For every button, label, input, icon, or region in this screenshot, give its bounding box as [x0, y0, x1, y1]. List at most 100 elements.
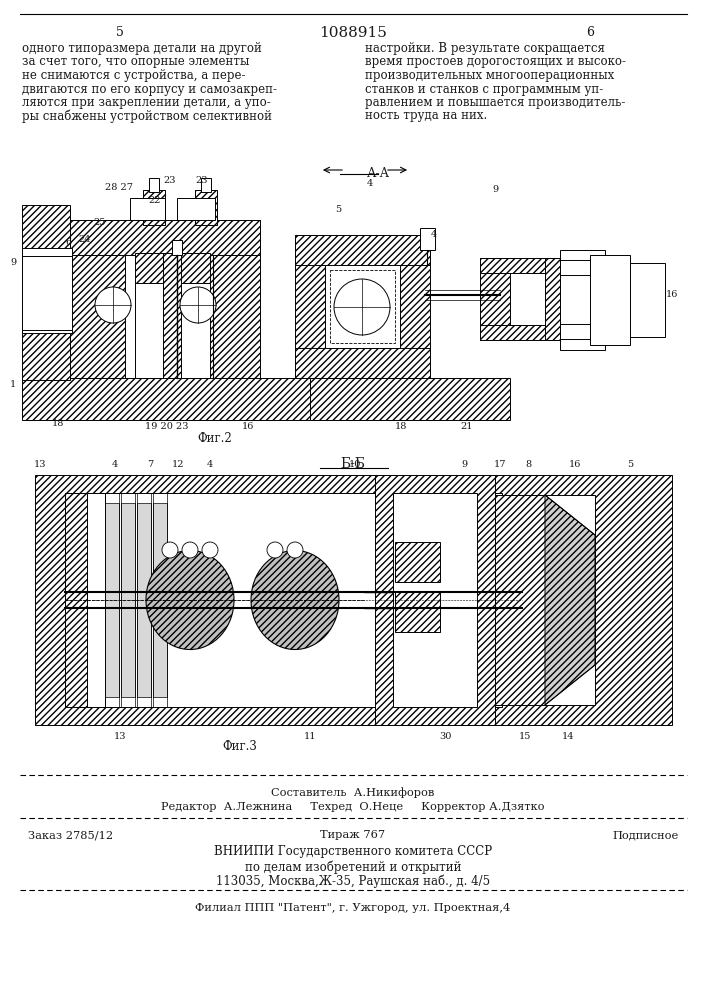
- Bar: [330, 270, 395, 343]
- Bar: [135, 253, 210, 283]
- Bar: [195, 190, 217, 225]
- Ellipse shape: [251, 550, 339, 650]
- Text: 5: 5: [335, 205, 341, 214]
- Text: двигаются по его корпусу и самозакреп-: двигаются по его корпусу и самозакреп-: [22, 83, 277, 96]
- Bar: [630, 263, 665, 337]
- Text: Филиал ППП "Патент", г. Ужгород, ул. Проектная,4: Филиал ППП "Патент", г. Ужгород, ул. Про…: [195, 903, 510, 913]
- Text: за счет того, что опорные элементы: за счет того, что опорные элементы: [22, 55, 250, 68]
- Text: 22: 22: [148, 196, 160, 205]
- Text: Подписное: Подписное: [613, 830, 679, 840]
- Text: время простоев дорогостоящих и высоко-: время простоев дорогостоящих и высоко-: [365, 55, 626, 68]
- Bar: [295, 235, 430, 265]
- Text: 6: 6: [586, 26, 594, 39]
- Bar: [480, 258, 560, 273]
- Text: ВНИИПИ Государственного комитета СССР: ВНИИПИ Государственного комитета СССР: [214, 845, 492, 858]
- Text: Составитель  А.Никифоров: Составитель А.Никифоров: [271, 787, 435, 798]
- Text: Тираж 767: Тираж 767: [320, 830, 385, 840]
- Text: 16: 16: [569, 460, 581, 469]
- Circle shape: [182, 542, 198, 558]
- Bar: [393, 493, 477, 707]
- Bar: [545, 258, 560, 340]
- Text: 5: 5: [627, 460, 633, 469]
- Text: 14: 14: [562, 732, 574, 741]
- Text: 21: 21: [460, 422, 472, 431]
- Text: 9: 9: [10, 258, 16, 267]
- Bar: [310, 378, 510, 420]
- Text: настройки. В результате сокращается: настройки. В результате сокращается: [365, 42, 605, 55]
- Bar: [295, 235, 325, 378]
- Bar: [121, 503, 135, 697]
- Bar: [70, 220, 260, 255]
- Circle shape: [334, 279, 390, 335]
- Bar: [400, 235, 430, 378]
- Circle shape: [267, 542, 283, 558]
- Ellipse shape: [146, 550, 234, 650]
- Text: 8: 8: [525, 460, 531, 469]
- Text: 19 20 23: 19 20 23: [145, 422, 189, 431]
- Text: 12: 12: [172, 460, 185, 469]
- Text: 9: 9: [492, 185, 498, 194]
- Text: 17: 17: [493, 460, 506, 469]
- Text: Редактор  А.Лежнина     Техред  О.Неце     Корректор А.Дзятко: Редактор А.Лежнина Техред О.Неце Коррект…: [161, 802, 545, 812]
- Circle shape: [287, 542, 303, 558]
- Bar: [22, 378, 442, 420]
- Text: 28 27: 28 27: [105, 183, 133, 192]
- Text: 10: 10: [349, 460, 361, 469]
- Bar: [22, 205, 70, 380]
- Bar: [65, 493, 87, 707]
- Bar: [510, 273, 545, 325]
- Text: А-А: А-А: [366, 167, 390, 180]
- Text: 16: 16: [666, 290, 679, 299]
- Text: 23: 23: [163, 176, 175, 185]
- Bar: [87, 493, 105, 707]
- Polygon shape: [545, 495, 595, 705]
- Circle shape: [162, 542, 178, 558]
- Bar: [35, 475, 672, 725]
- Bar: [143, 190, 165, 225]
- Bar: [177, 198, 215, 220]
- Bar: [172, 240, 182, 255]
- Text: Б-Б: Б-Б: [341, 457, 366, 471]
- Bar: [205, 220, 260, 378]
- Text: 4: 4: [207, 460, 213, 469]
- Bar: [375, 475, 495, 725]
- Text: Фиг.2: Фиг.2: [198, 432, 233, 445]
- Text: 13: 13: [114, 732, 127, 741]
- Bar: [295, 348, 430, 378]
- Bar: [105, 503, 119, 697]
- Text: 1: 1: [10, 380, 16, 389]
- Text: 23: 23: [195, 176, 207, 185]
- Bar: [153, 503, 167, 697]
- Bar: [560, 324, 590, 339]
- Bar: [70, 220, 125, 378]
- Text: не снимаются с устройства, а пере-: не снимаются с устройства, а пере-: [22, 69, 245, 82]
- Text: 4: 4: [367, 179, 373, 188]
- Bar: [201, 178, 211, 192]
- Text: 4: 4: [431, 230, 437, 239]
- Text: станков и станков с программным уп-: станков и станков с программным уп-: [365, 83, 603, 96]
- Text: 11: 11: [304, 732, 316, 741]
- Bar: [325, 265, 400, 348]
- Bar: [395, 542, 440, 582]
- Text: Фиг.3: Фиг.3: [223, 740, 257, 753]
- Bar: [480, 325, 560, 340]
- Circle shape: [202, 542, 218, 558]
- Text: 6: 6: [65, 238, 71, 247]
- Bar: [135, 283, 210, 378]
- Bar: [395, 592, 440, 632]
- Bar: [560, 250, 605, 350]
- Bar: [420, 228, 435, 250]
- Bar: [560, 260, 590, 275]
- Text: 16: 16: [242, 422, 255, 431]
- Text: ляются при закреплении детали, а упо-: ляются при закреплении детали, а упо-: [22, 96, 271, 109]
- Text: 18: 18: [395, 422, 407, 431]
- Bar: [495, 495, 545, 705]
- Text: 1088915: 1088915: [319, 26, 387, 40]
- Text: 18: 18: [52, 419, 64, 428]
- Bar: [590, 255, 630, 345]
- Text: 7: 7: [147, 460, 153, 469]
- Text: 15: 15: [519, 732, 531, 741]
- Bar: [545, 495, 595, 705]
- Text: 113035, Москва,Ж-35, Раушская наб., д. 4/5: 113035, Москва,Ж-35, Раушская наб., д. 4…: [216, 875, 490, 888]
- Text: 13: 13: [34, 460, 46, 469]
